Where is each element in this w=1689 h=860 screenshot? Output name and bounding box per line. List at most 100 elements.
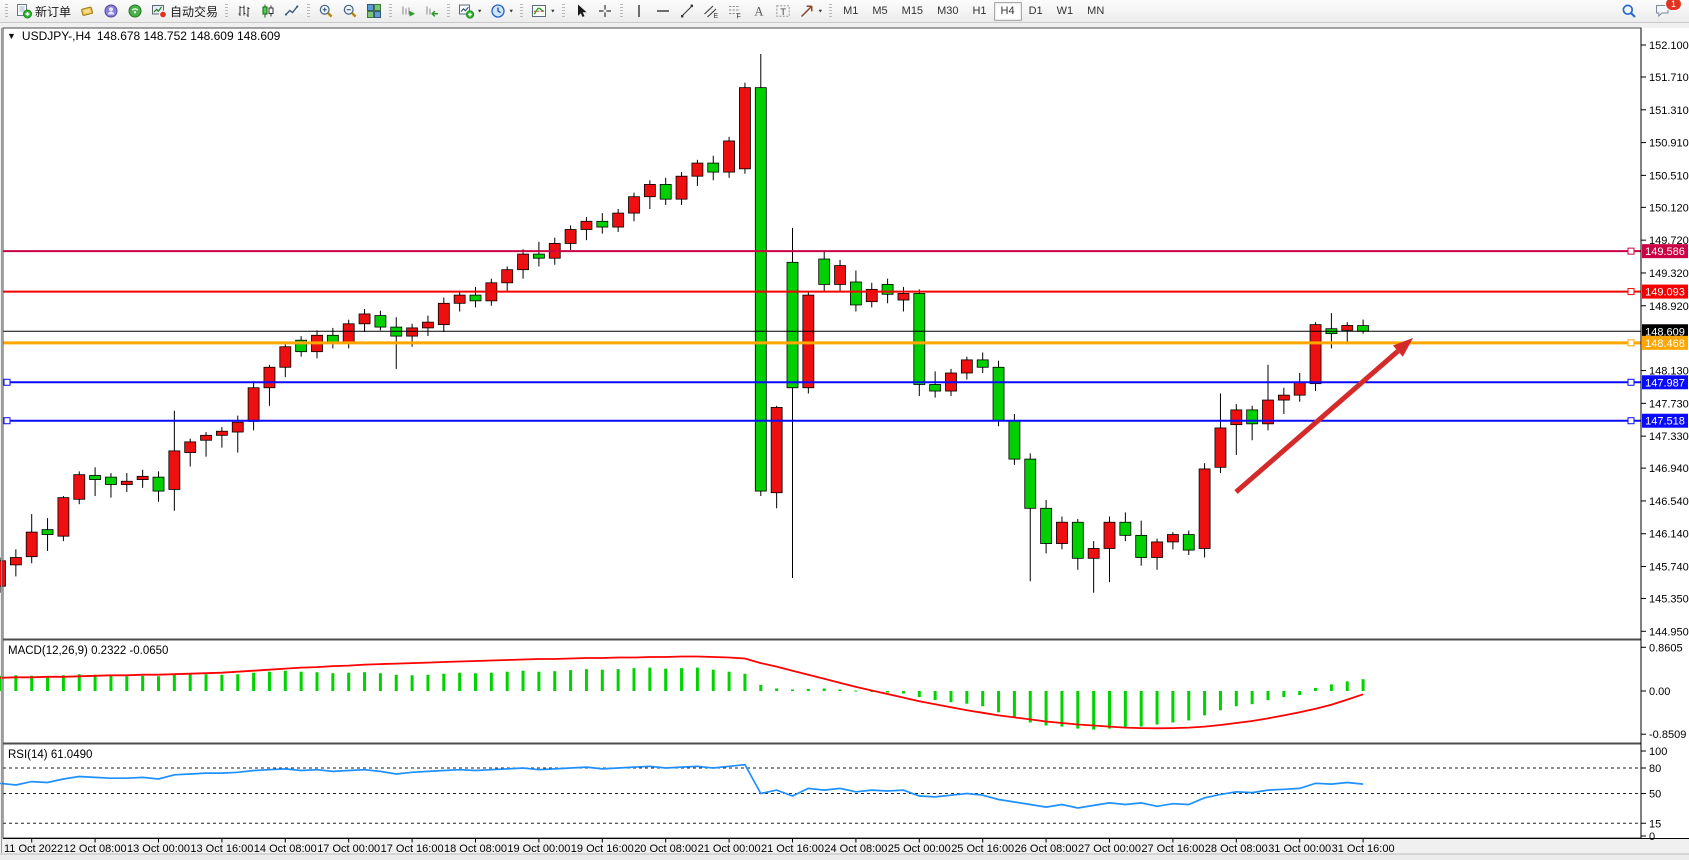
zoom-out-button[interactable] [338, 1, 362, 22]
macd-histogram-bar [949, 691, 953, 703]
price-tick-label: 150.910 [1649, 138, 1689, 150]
autotrading-icon [152, 5, 167, 19]
macd-histogram-bar [616, 669, 620, 691]
candle-body [57, 497, 70, 537]
cursor-button[interactable] [569, 1, 593, 22]
svg-text:E: E [713, 13, 718, 19]
indicators-button[interactable]: ▾ [527, 1, 559, 22]
macd-tick-label: 0.00 [1649, 686, 1670, 698]
candle-body [73, 474, 86, 500]
candle-body [200, 434, 212, 441]
macd-histogram-bar [917, 691, 921, 698]
timeframe-mn-button[interactable]: MN [1087, 5, 1105, 17]
crosshair-button[interactable] [593, 1, 617, 22]
macd-histogram-bar [695, 667, 699, 691]
time-tick-label: 12 Oct 08:00 [64, 843, 127, 855]
timeframe-m15-button[interactable]: M15 [901, 5, 924, 17]
hline-marker[interactable] [1627, 339, 1635, 347]
text-button[interactable]: A [747, 1, 771, 22]
rsi-tick-label: 50 [1649, 789, 1661, 801]
new-order-button[interactable]: 新订单 [12, 1, 75, 22]
zoom-in-button[interactable] [314, 1, 338, 22]
trend-arrow-head[interactable] [1392, 338, 1413, 357]
timeframe-m1-button[interactable]: M1 [843, 5, 859, 17]
price-label-text: 147.518 [1645, 416, 1685, 428]
chart-canvas[interactable]: 152.100 151.710 151.310 150.910 150.510 150.1… [0, 23, 1689, 860]
quotes-button[interactable] [75, 1, 99, 22]
toolbar-grip [447, 3, 451, 19]
price-tick-label: 146.140 [1649, 529, 1689, 541]
timeframe-d1-button[interactable]: D1 [1028, 5, 1043, 17]
macd-histogram-bar [505, 671, 509, 691]
channel-button[interactable]: E [699, 1, 723, 22]
macd-histogram-bar [901, 691, 905, 694]
candle-body [1071, 521, 1084, 559]
dropdown-caret-icon[interactable]: ▾ [551, 8, 555, 15]
macd-histogram-bar [1203, 691, 1207, 716]
macd-histogram-bar [458, 672, 462, 691]
macd-histogram-bar [157, 676, 160, 691]
autotrading-button[interactable]: 自动交易 [147, 1, 222, 22]
macd-histogram-bar [965, 691, 969, 704]
dropdown-caret-icon[interactable]: ▾ [818, 8, 823, 15]
vertical-line-button[interactable] [627, 1, 651, 22]
timeframe-h1-button[interactable]: H1 [972, 5, 987, 17]
candle-body [786, 261, 799, 389]
dropdown-caret-icon[interactable]: ▾ [509, 8, 514, 15]
navigator-button[interactable] [99, 1, 123, 22]
trendline-button[interactable] [675, 1, 699, 22]
hline-marker[interactable] [3, 378, 11, 386]
hline-marker[interactable] [1627, 417, 1635, 425]
profiles-button[interactable]: ▾ [486, 1, 518, 22]
horizontal-line-button[interactable] [651, 1, 675, 22]
shapes-button[interactable]: ▾ [795, 1, 827, 22]
macd-histogram-bar [61, 675, 65, 691]
autotrading-button-label: 自动交易 [170, 4, 219, 19]
macd-histogram-bar [0, 675, 2, 691]
hline-marker[interactable] [1627, 288, 1635, 296]
time-tick-label: 24 Oct 08:00 [824, 843, 887, 855]
timeframe-w1-button[interactable]: W1 [1056, 5, 1074, 17]
dropdown-caret-icon[interactable]: ▾ [478, 8, 482, 15]
tile-windows-button[interactable] [362, 1, 386, 22]
price-label-box [1642, 244, 1688, 259]
timeframe-h4-button[interactable]: H4 [993, 1, 1022, 21]
macd-histogram-bar [521, 670, 525, 691]
line-chart-button[interactable] [280, 1, 304, 22]
candle-body [1167, 534, 1179, 543]
macd-histogram-bar [997, 691, 1001, 713]
macd-histogram-bar [1092, 691, 1096, 730]
text-label-button[interactable]: T [771, 1, 795, 22]
price-label-text: 149.586 [1645, 246, 1685, 258]
macd-histogram-bar [1234, 691, 1238, 707]
hline-marker[interactable] [3, 417, 11, 425]
hline-icon [656, 10, 669, 12]
price-tick-label: 151.310 [1649, 105, 1689, 117]
macd-histogram-bar [14, 675, 18, 691]
macd-histogram-bar [870, 691, 874, 693]
hline-marker[interactable] [1627, 247, 1635, 255]
timeframe-m5-button[interactable]: M5 [872, 5, 888, 17]
candle-body [184, 441, 197, 453]
macd-histogram-bar [1155, 691, 1159, 725]
candle-body [1056, 521, 1068, 544]
macd-histogram-bar [267, 671, 271, 691]
candle-body [1309, 324, 1322, 385]
macd-histogram-bar [1250, 691, 1254, 705]
price-label-text: 148.609 [1645, 326, 1685, 338]
signals-button[interactable] [123, 1, 147, 22]
hline-marker[interactable] [1627, 378, 1635, 386]
auto-scroll-button[interactable] [396, 1, 420, 22]
candlestick-chart-button[interactable] [256, 1, 280, 22]
chat-button[interactable]: 1 [1651, 0, 1682, 22]
timeframe-m30-button[interactable]: M30 [937, 5, 959, 17]
price-label-text: 148.468 [1645, 338, 1685, 350]
chart-shift-button[interactable] [420, 1, 444, 22]
search-button[interactable] [1617, 1, 1641, 22]
autoscroll-icon [402, 6, 416, 17]
bar-chart-button[interactable] [232, 1, 256, 22]
candle-body [1135, 534, 1148, 558]
trend-arrow-line[interactable] [1234, 349, 1400, 494]
new-chart-button[interactable]: ▾ [454, 1, 486, 22]
fibonacci-button[interactable]: F [723, 1, 747, 22]
